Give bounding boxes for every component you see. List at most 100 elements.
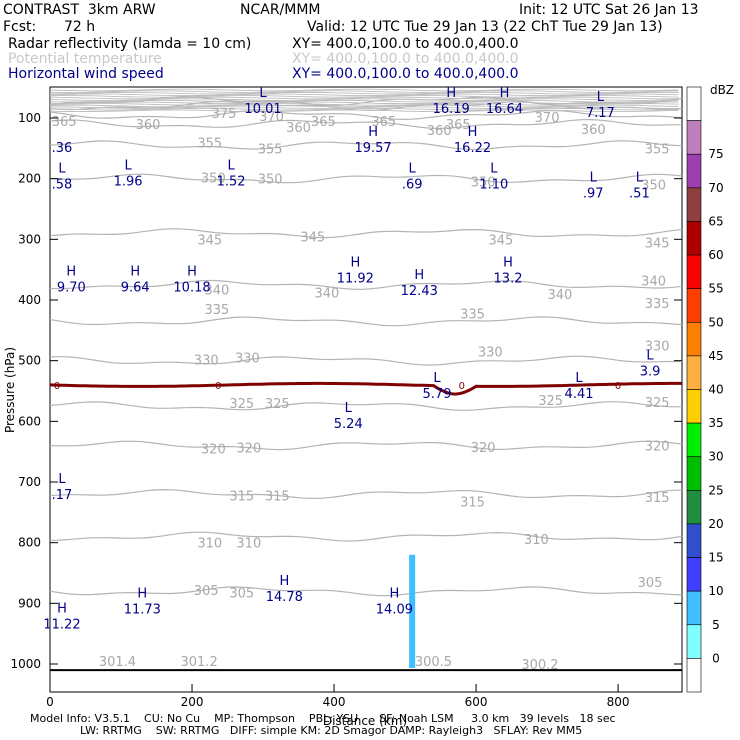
wind-extremum-marker: L <box>646 348 654 363</box>
theta-label: 310 <box>197 537 222 552</box>
theta-label: 315 <box>265 489 290 504</box>
theta-label: 345 <box>197 233 222 248</box>
wind-extremum-value: .17 <box>52 488 73 503</box>
theta-label: 340 <box>315 287 340 302</box>
theta-contour-upper <box>49 99 679 103</box>
theta-contour-upper <box>49 96 679 100</box>
wind-extremum-value: 5.24 <box>334 417 363 432</box>
wind-extremum-marker: L <box>58 162 66 177</box>
theta-label: 301.4 <box>99 655 136 670</box>
theta-label: 340 <box>641 275 666 290</box>
y-tick-label: 900 <box>18 596 41 610</box>
theta-label: 320 <box>201 443 226 458</box>
model-info-line1: Model Info: V3.5.1 CU: No Cu MP: Thompso… <box>30 712 616 725</box>
colorbar-level: 10 <box>708 584 723 598</box>
colorbar-swatch <box>686 120 702 155</box>
colorbar-swatch <box>686 590 702 626</box>
wind-extremum-value: 11.92 <box>337 272 374 287</box>
theta-label: 325 <box>645 396 670 411</box>
wind-extremum-value: 10.18 <box>173 281 210 296</box>
colorbar-swatch <box>686 523 702 558</box>
wind-extremum-marker: H <box>66 265 76 280</box>
theta-contour-320 <box>49 440 683 451</box>
wind-extremum-marker: H <box>130 265 140 280</box>
theta-label: 365 <box>446 118 471 133</box>
theta-contour-350 <box>50 173 683 184</box>
theta-label: 340 <box>204 284 229 299</box>
theta-label: 325 <box>229 397 254 412</box>
theta-label: 375 <box>212 107 237 122</box>
trop-line-label: 0 <box>459 381 465 392</box>
wind-extremum-value: 12.43 <box>401 284 438 299</box>
theta-label: 355 <box>258 142 283 157</box>
colorbar-swatch <box>686 321 702 357</box>
theta-label: 360 <box>427 124 452 139</box>
wind-extremum-marker: H <box>279 574 289 589</box>
theta-label: 310 <box>524 533 549 548</box>
theta-label: 325 <box>265 397 290 412</box>
theta-contour-365 <box>49 109 683 121</box>
y-tick-label: 100 <box>18 111 41 125</box>
theta-contour-upper <box>49 88 679 92</box>
y-tick-label: 700 <box>18 475 41 489</box>
wind-extremum-value: 1.10 <box>479 178 508 193</box>
colorbar-level: 40 <box>708 383 723 397</box>
fcst-value: 72 h <box>64 19 96 35</box>
theta-contour-upper <box>49 91 679 95</box>
colorbar-level: 30 <box>708 450 723 464</box>
theta-contour-upper <box>49 103 679 106</box>
colorbar-swatch <box>686 624 702 659</box>
wind-extremum-value: 9.64 <box>121 281 150 296</box>
wind-extremum-marker: H <box>446 86 456 101</box>
theta-label: 370 <box>259 110 284 125</box>
theta-contour-upper <box>49 98 679 101</box>
theta-contour-upper <box>49 93 679 97</box>
wind-extremum-marker: L <box>597 90 605 105</box>
colorbar-level: 45 <box>708 349 723 363</box>
theta-label: 335 <box>460 307 485 322</box>
fcst-label: Fcst: <box>3 19 37 35</box>
wind-extremum-marker: L <box>575 371 583 386</box>
wind-extremum-value: 3.9 <box>640 364 661 379</box>
theta-contour-upper <box>49 95 679 98</box>
wind-extremum-value: 1.96 <box>114 175 143 190</box>
wind-extremum-marker: L <box>409 162 417 177</box>
wind-extremum-value: 9.70 <box>57 281 86 296</box>
theta-contour-upper <box>49 101 679 105</box>
theta-label: 360 <box>286 121 311 136</box>
theta-label: 350 <box>201 171 226 186</box>
theta-label: 301.2 <box>181 655 218 670</box>
colorbar-level: 75 <box>708 147 723 161</box>
theta-contour-upper <box>49 104 679 108</box>
theta-label: 360 <box>581 123 606 138</box>
trop-line-label: 0 <box>615 381 621 392</box>
theta-label: 305 <box>638 576 663 591</box>
wind-extremum-value: 19.57 <box>354 141 391 156</box>
theta-label: 330 <box>194 353 219 368</box>
field-name-theta: Potential temperature <box>8 51 162 67</box>
colorbar-level: 25 <box>708 483 723 497</box>
reflectivity-column <box>409 554 416 668</box>
theta-label: 305 <box>194 584 219 599</box>
theta-contour-360 <box>49 118 683 130</box>
y-tick-label: 400 <box>18 293 41 307</box>
colorbar-swatch <box>686 389 702 424</box>
theta-contour-upper <box>49 109 679 113</box>
theta-contour-355 <box>49 140 683 150</box>
theta-label: 365 <box>52 115 77 130</box>
wind-extremum-marker: H <box>368 125 378 140</box>
theta-contour-upper <box>49 107 679 111</box>
wind-extremum-value: 14.78 <box>266 590 303 605</box>
init-time: Init: 12 UTC Sat 26 Jan 13 <box>519 2 699 18</box>
trop-line-label: 0 <box>54 381 60 392</box>
field-xy-wind: XY= 400.0,100.0 to 400.0,400.0 <box>292 66 519 82</box>
field-xy-theta: XY= 400.0,100.0 to 400.0,400.0 <box>292 51 519 67</box>
colorbar-swatch <box>686 86 702 121</box>
wind-extremum-marker: L <box>490 162 498 177</box>
colorbar-label: dBZ <box>710 83 734 97</box>
colorbar-swatch <box>686 254 702 289</box>
theta-label: 365 <box>371 115 396 130</box>
theta-label: 315 <box>229 489 254 504</box>
x-tick-label: 200 <box>181 695 204 709</box>
theta-label: 345 <box>489 233 514 248</box>
